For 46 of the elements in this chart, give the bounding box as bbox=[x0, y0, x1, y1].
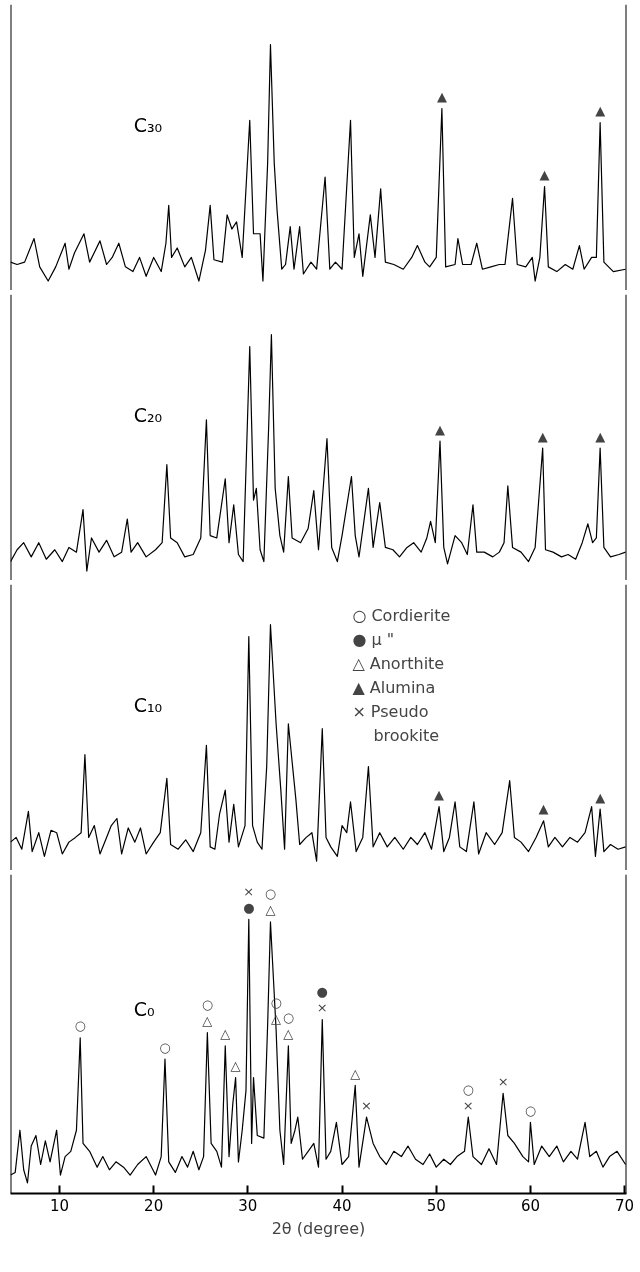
annotation: × bbox=[462, 1097, 474, 1113]
annotation: ▲ bbox=[435, 421, 446, 437]
annotation: △ bbox=[202, 1013, 213, 1029]
annotation: △ bbox=[220, 1026, 231, 1042]
annotation: △ bbox=[350, 1065, 361, 1081]
annotation: ▲ bbox=[434, 787, 445, 803]
annotation: ▲ bbox=[537, 428, 548, 444]
annotation: × bbox=[243, 883, 255, 899]
annotation: △ bbox=[230, 1058, 241, 1073]
annotation: ○ bbox=[264, 886, 277, 902]
x-tick-label: 40 bbox=[332, 1196, 352, 1215]
annotation: × bbox=[316, 1000, 328, 1015]
annotation: ○ bbox=[524, 1102, 537, 1118]
annotation: △ Anorthite bbox=[352, 653, 445, 673]
annotation: × Pseudo brookite bbox=[352, 701, 440, 745]
annotation: ● bbox=[243, 899, 255, 915]
annotation: × bbox=[497, 1073, 509, 1089]
annotation: ○ bbox=[462, 1081, 474, 1097]
annotation: ▲ bbox=[595, 789, 606, 805]
annotation: ● bbox=[316, 984, 328, 999]
annotation: ▲ bbox=[539, 167, 550, 182]
x-tick-label: 30 bbox=[238, 1196, 258, 1215]
annotation: ▲ bbox=[595, 428, 606, 444]
text: C₁₀ bbox=[133, 694, 163, 717]
annotation: ▲ bbox=[595, 103, 606, 119]
annotation: ▲ bbox=[538, 801, 549, 817]
annotation: ● μ " bbox=[352, 629, 395, 649]
annotation: ○ bbox=[74, 1018, 86, 1034]
text: C₂₀ bbox=[133, 404, 163, 427]
annotation: ○ bbox=[159, 1039, 171, 1055]
text: C₃₀ bbox=[133, 114, 163, 137]
annotation: × bbox=[361, 1097, 372, 1113]
text: C₀ bbox=[133, 997, 155, 1020]
x-tick-label: 20 bbox=[144, 1196, 164, 1215]
annotation: ○ bbox=[201, 997, 214, 1013]
annotation: ○ bbox=[282, 1010, 295, 1026]
annotation: ▲ Alumina bbox=[352, 677, 436, 697]
x-tick-label: 50 bbox=[426, 1196, 446, 1215]
x-tick-label: 10 bbox=[49, 1196, 70, 1215]
annotation: ○ Cordierite bbox=[352, 605, 451, 625]
x-tick-label: 70 bbox=[615, 1196, 635, 1215]
x-axis-title: 2θ (degree) bbox=[271, 1218, 366, 1238]
annotation: △ bbox=[265, 902, 276, 918]
annotation: ▲ bbox=[436, 89, 447, 104]
annotation: △ bbox=[283, 1026, 294, 1042]
x-tick-label: 60 bbox=[520, 1196, 540, 1215]
